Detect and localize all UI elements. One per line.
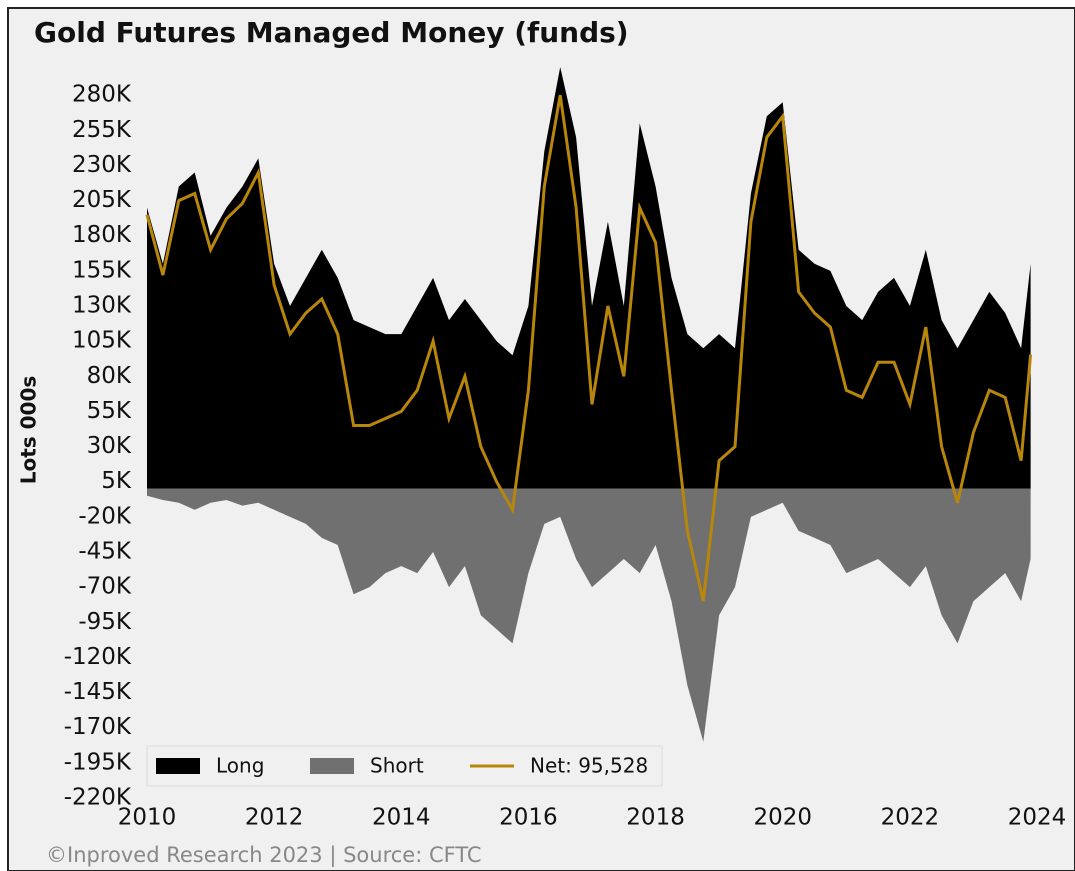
x-tick-label: 2016	[499, 805, 558, 831]
y-tick-label: 230K	[72, 152, 132, 178]
y-tick-label: 180K	[72, 222, 132, 248]
net-line	[145, 94, 1033, 602]
x-tick-label: 2020	[753, 805, 812, 831]
chart-title: Gold Futures Managed Money (funds)	[34, 16, 629, 49]
legend-swatch	[156, 758, 200, 774]
y-tick-label: 105K	[72, 328, 132, 354]
y-tick-label: 255K	[72, 117, 132, 143]
y-tick-label: 205K	[72, 187, 132, 213]
y-tick-label: -70K	[78, 574, 132, 600]
area	[147, 67, 1031, 489]
legend-box	[146, 745, 663, 787]
legend-label: Long	[216, 754, 264, 778]
y-tick-label: 130K	[72, 293, 132, 319]
x-tick-label: 2010	[118, 805, 177, 831]
y-axis-label: Lots 000s	[17, 376, 41, 485]
legend: Long Short Net: 95,528	[146, 745, 663, 787]
legend-label: Short	[370, 754, 424, 778]
x-tick-label: 2012	[245, 805, 304, 831]
x-tick-label: 2022	[881, 805, 940, 831]
x-tick-label: 2018	[626, 805, 685, 831]
y-tick-label: 155K	[72, 257, 132, 283]
y-tick-label: 30K	[87, 433, 132, 459]
legend-swatch	[310, 758, 354, 774]
footer: ©Inproved Research 2023 | Source: CFTC	[46, 843, 482, 868]
x-tick-label: 2014	[372, 805, 431, 831]
x-tick-label: 2024	[1008, 805, 1067, 831]
area	[147, 488, 1031, 742]
y-tick-label: -45K	[78, 539, 132, 565]
legend-label: Net: 95,528	[530, 754, 648, 778]
y-tick-label: -195K	[64, 749, 132, 775]
y-tick-label: 280K	[72, 82, 132, 108]
y-tick-label: 80K	[87, 363, 132, 389]
y-tick-label: 55K	[87, 398, 132, 424]
y-tick-label: -95K	[78, 609, 132, 635]
y-tick-label: -220K	[64, 785, 132, 811]
y-tick-label: -120K	[64, 644, 132, 670]
y-tick-label: -170K	[64, 714, 132, 740]
y-tick-label: -145K	[64, 679, 132, 705]
y-tick-label: 5K	[101, 468, 132, 494]
y-tick-label: -20K	[78, 503, 132, 529]
